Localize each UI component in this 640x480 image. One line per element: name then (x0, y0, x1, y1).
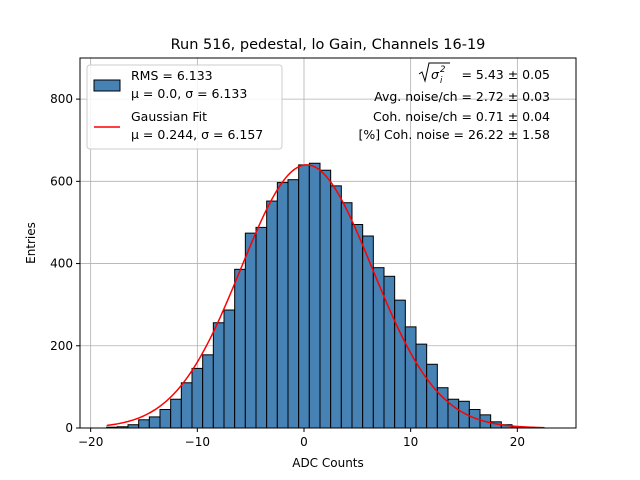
y-tick-label: 800 (50, 92, 73, 106)
x-axis-ticks: −20 −10 0 10 20 (78, 428, 525, 449)
histogram-bar (426, 363, 438, 429)
plot-frame (79, 57, 577, 429)
histogram-bar (319, 169, 332, 429)
histogram-bar (362, 235, 374, 429)
y-tick-label: 400 (50, 257, 73, 271)
histogram-bar (234, 268, 246, 429)
y-axis-label: Entries (24, 222, 38, 264)
histogram-bar (266, 200, 278, 429)
histogram-bar (330, 185, 342, 429)
histogram-bar (202, 354, 214, 429)
x-axis-label: ADC Counts (292, 456, 364, 470)
histogram-bar (255, 226, 268, 429)
svg-text:σ: σ (431, 67, 440, 82)
sqrt-sigma-symbol: σ 2 i (418, 62, 450, 86)
histogram-bar (287, 179, 300, 429)
sqrt-sigma-value: = 5.43 ± 0.05 (461, 67, 550, 82)
histogram-bar (138, 419, 150, 429)
y-tick-label: 600 (50, 174, 73, 188)
y-tick-label: 200 (50, 339, 73, 353)
histogram-bar (308, 162, 321, 429)
legend-fit-label: Gaussian Fit (131, 109, 207, 124)
chart-title: Run 516, pedestal, lo Gain, Channels 16-… (171, 37, 486, 53)
legend-rms-label: RMS = 6.133 (131, 68, 213, 83)
y-axis-ticks: 0 200 400 600 800 (50, 92, 80, 435)
histogram-bar (170, 398, 182, 429)
svg-text:2: 2 (440, 65, 445, 75)
histogram-bar (276, 182, 289, 429)
histogram-bar (298, 164, 310, 429)
y-tick-label: 0 (65, 421, 73, 435)
histogram-bar (404, 326, 417, 429)
x-tick-label: −10 (185, 435, 210, 449)
histogram-bar (191, 367, 204, 429)
histogram-bar (340, 202, 353, 429)
histogram-bar (180, 382, 193, 429)
histogram-bar (351, 224, 364, 429)
avg-noise-per-channel: Avg. noise/ch = 2.72 ± 0.03 (374, 89, 550, 104)
histogram-bar (394, 299, 406, 429)
histogram-bars (106, 162, 545, 429)
histogram-bar (159, 409, 172, 429)
histogram-bar (415, 343, 428, 429)
coherent-noise-percent: [%] Coh. noise = 26.22 ± 1.58 (358, 127, 550, 142)
noise-statistics: σ 2 i = 5.43 ± 0.05 Avg. noise/ch = 2.72… (358, 62, 550, 142)
coherent-noise-per-channel: Coh. noise/ch = 0.71 ± 0.04 (373, 109, 550, 124)
legend-rms-params: μ = 0.0, σ = 6.133 (131, 86, 247, 101)
x-tick-label: 10 (403, 435, 418, 449)
histogram-bar (212, 322, 225, 429)
svg-text:i: i (440, 76, 443, 86)
histogram-bar (223, 309, 236, 429)
x-tick-label: −20 (78, 435, 103, 449)
legend: RMS = 6.133 μ = 0.0, σ = 6.133 Gaussian … (86, 64, 283, 150)
legend-fit-params: μ = 0.244, σ = 6.157 (131, 127, 263, 142)
x-tick-label: 20 (510, 435, 525, 449)
gaussian-fit-curve (106, 164, 545, 429)
x-tick-label: 0 (300, 435, 308, 449)
histogram-bar (148, 416, 161, 429)
legend-box (86, 64, 283, 150)
legend-histogram-swatch (93, 79, 121, 92)
histogram-bar (244, 232, 257, 429)
